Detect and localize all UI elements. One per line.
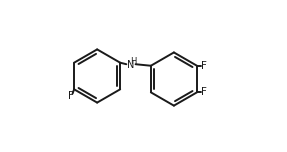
Text: H: H [130,57,136,66]
Text: F: F [201,87,207,97]
Text: F: F [68,91,74,101]
Text: F: F [201,61,207,71]
Text: N: N [127,60,134,70]
